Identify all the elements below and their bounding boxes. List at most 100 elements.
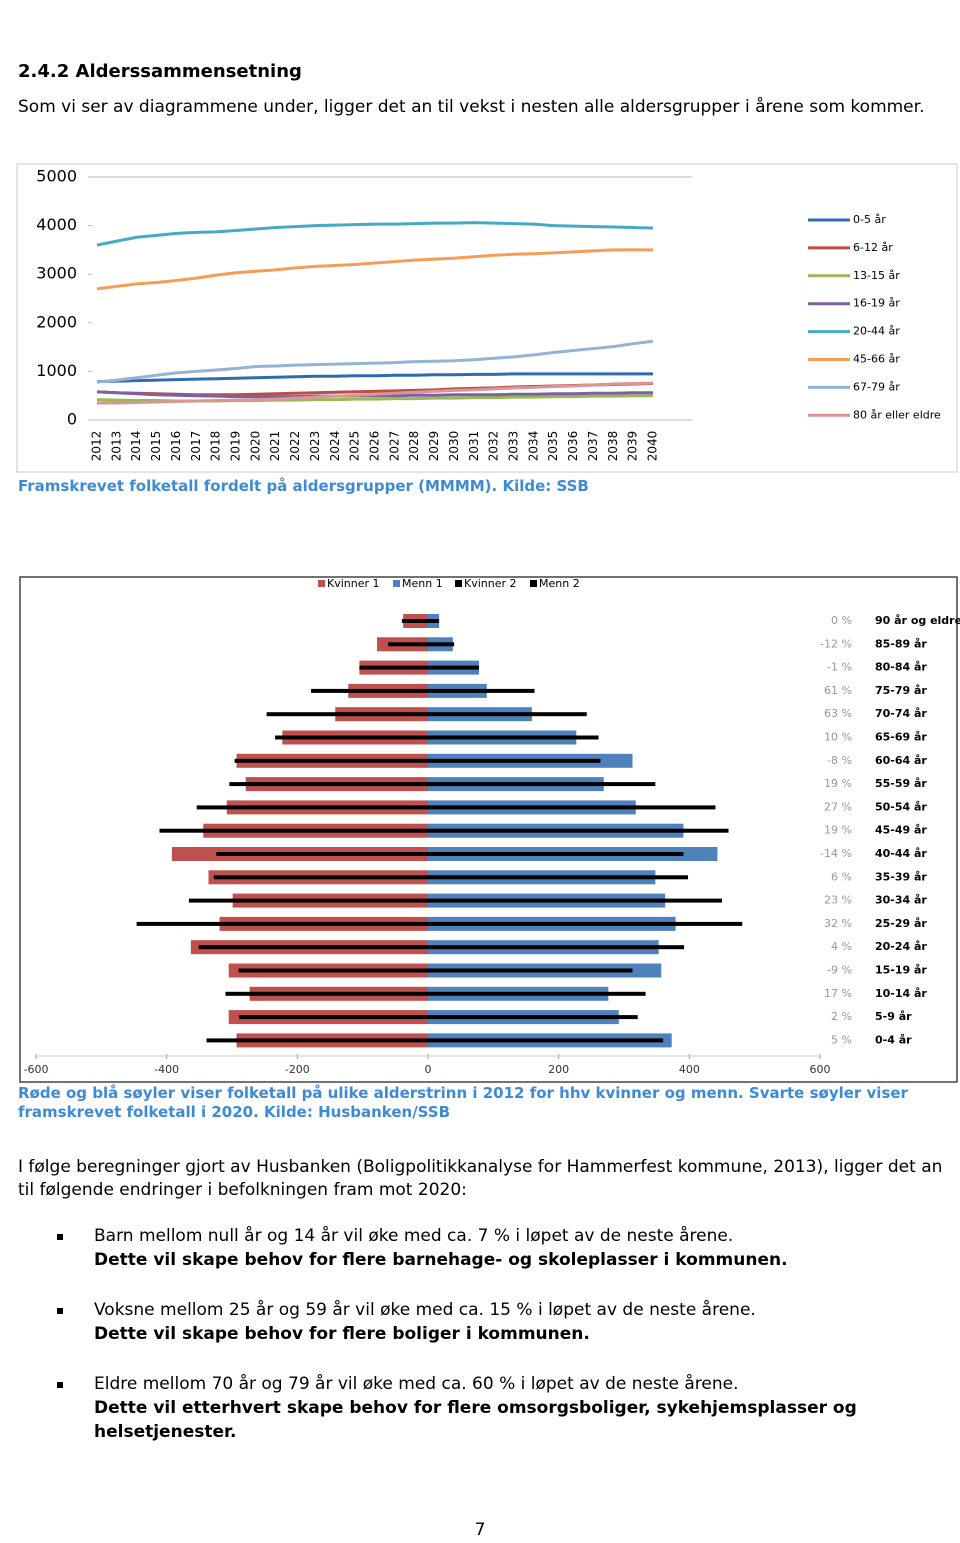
x-tick-label: 2037 bbox=[586, 431, 600, 462]
y-tick-label: 75-79 år bbox=[875, 684, 927, 697]
change-label: 17 % bbox=[824, 987, 852, 1000]
bar bbox=[428, 828, 729, 833]
line bbox=[96, 248, 653, 291]
y-tick-label: 3000 bbox=[36, 264, 77, 283]
legend-swatch bbox=[318, 580, 325, 587]
y-tick-label: 45-49 år bbox=[875, 824, 927, 837]
legend-label: 67-79 år bbox=[853, 380, 900, 393]
legend-label: 20-44 år bbox=[853, 325, 900, 338]
change-label: 27 % bbox=[824, 800, 852, 813]
change-label: -14 % bbox=[820, 847, 852, 860]
legend-label: 80 år eller eldre bbox=[853, 408, 941, 421]
bar bbox=[428, 758, 601, 763]
change-label: -9 % bbox=[827, 964, 852, 977]
bullet-item: Eldre mellom 70 år og 79 år vil øke med … bbox=[94, 1372, 944, 1444]
bar bbox=[428, 782, 656, 787]
x-tick-label: 2032 bbox=[487, 431, 501, 462]
y-tick-label: 65-69 år bbox=[875, 731, 927, 744]
x-tick-label: 2033 bbox=[507, 431, 521, 462]
x-tick-label: 2027 bbox=[387, 431, 401, 462]
bar bbox=[388, 642, 428, 647]
y-tick-label: 55-59 år bbox=[875, 777, 927, 790]
bar bbox=[229, 782, 428, 787]
caption: Røde og blå søyler viser folketall på ul… bbox=[18, 1084, 908, 1121]
x-tick-label: 2017 bbox=[189, 431, 203, 462]
bar bbox=[136, 921, 428, 926]
change-label: 4 % bbox=[831, 940, 852, 953]
x-tick-label: 2013 bbox=[109, 431, 123, 462]
bar bbox=[234, 758, 428, 763]
bar bbox=[428, 852, 684, 856]
intro: Som vi ser av diagrammene under, ligger … bbox=[18, 97, 925, 117]
bullet-text: Eldre mellom 70 år og 79 år vil øke med … bbox=[94, 1374, 739, 1394]
y-tick-label: 5000 bbox=[36, 167, 77, 186]
bar bbox=[238, 968, 428, 973]
y-tick-label: 10-14 år bbox=[875, 987, 927, 1000]
change-label: 2 % bbox=[831, 1010, 852, 1023]
x-tick-label: 2028 bbox=[407, 431, 421, 462]
chart-frame bbox=[16, 163, 958, 473]
y-tick-label: 4000 bbox=[36, 215, 77, 234]
bar bbox=[428, 898, 722, 903]
change-label: 61 % bbox=[824, 684, 852, 697]
bullet bbox=[57, 1382, 63, 1388]
x-tick-label: 2014 bbox=[129, 431, 143, 462]
y-tick-label: 2000 bbox=[36, 312, 77, 331]
change-label: 0 % bbox=[831, 614, 852, 627]
bullet-text: Voksne mellom 25 år og 59 år vil øke med… bbox=[94, 1300, 756, 1320]
legend-label: 16-19 år bbox=[853, 297, 900, 310]
legend-label: 45-66 år bbox=[853, 353, 900, 366]
bar bbox=[428, 921, 743, 926]
bar bbox=[428, 712, 587, 717]
legend-label: 0-5 år bbox=[853, 213, 886, 226]
bar bbox=[216, 852, 428, 856]
x-tick-label: 200 bbox=[548, 1063, 569, 1076]
change-label: 63 % bbox=[824, 707, 852, 720]
x-tick-label: -400 bbox=[154, 1063, 179, 1076]
bar bbox=[198, 945, 428, 950]
x-tick-label: 600 bbox=[810, 1063, 831, 1076]
bar bbox=[213, 875, 428, 880]
legend-label: Menn 2 bbox=[539, 577, 580, 590]
x-tick-label: 2019 bbox=[229, 431, 243, 462]
bar bbox=[188, 898, 428, 903]
change-label: 5 % bbox=[831, 1033, 852, 1046]
y-tick-label: 50-54 år bbox=[875, 800, 927, 813]
y-tick-label: 5-9 år bbox=[875, 1010, 912, 1023]
y-tick-label: 0 bbox=[67, 410, 77, 429]
x-tick-label: 2024 bbox=[328, 431, 342, 462]
bar bbox=[428, 1015, 638, 1020]
x-tick-label: 2039 bbox=[626, 431, 640, 462]
bar bbox=[225, 991, 428, 996]
change-label: -1 % bbox=[827, 661, 852, 674]
line bbox=[96, 221, 654, 247]
bullet-emphasis: Dette vil skape behov for flere barnehag… bbox=[94, 1250, 788, 1270]
change-label: -8 % bbox=[827, 754, 852, 767]
bar bbox=[428, 619, 440, 623]
bar bbox=[428, 735, 599, 740]
x-tick-label: -600 bbox=[24, 1063, 49, 1076]
y-tick-label: 30-34 år bbox=[875, 894, 927, 907]
bullet bbox=[57, 1308, 63, 1314]
x-tick-label: 2022 bbox=[288, 431, 302, 462]
bar bbox=[428, 945, 685, 950]
y-tick-label: 70-74 år bbox=[875, 707, 927, 720]
bar bbox=[196, 805, 428, 810]
line bbox=[96, 372, 653, 384]
x-tick-label: 0 bbox=[425, 1063, 432, 1076]
line bbox=[96, 339, 654, 384]
bar bbox=[359, 665, 428, 670]
x-tick-label: 2025 bbox=[348, 431, 362, 462]
x-tick-label: 400 bbox=[679, 1063, 700, 1076]
legend-swatch bbox=[455, 580, 462, 587]
x-tick-label: 2020 bbox=[248, 431, 262, 462]
bar bbox=[428, 665, 479, 670]
change-label: -12 % bbox=[820, 637, 852, 650]
y-tick-label: 60-64 år bbox=[875, 754, 927, 767]
bar bbox=[275, 735, 428, 740]
bar bbox=[428, 875, 689, 880]
x-tick-label: 2023 bbox=[308, 431, 322, 462]
bar bbox=[428, 968, 633, 973]
change-label: 19 % bbox=[824, 777, 852, 790]
